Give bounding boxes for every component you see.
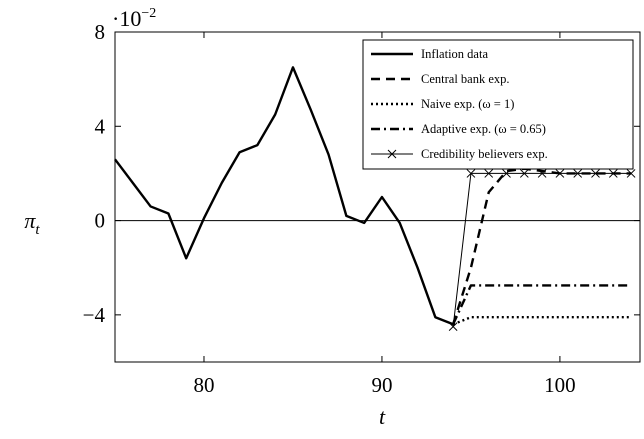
data-line — [452, 316, 632, 326]
legend-box — [362, 39, 634, 170]
y-tick-label: −4 — [83, 303, 106, 327]
legend-label: Naive exp. (ω = 1) — [421, 97, 514, 111]
y-tick-label: 4 — [95, 114, 106, 138]
x-tick-label: 100 — [544, 373, 576, 397]
marker — [555, 169, 565, 178]
marker — [466, 169, 476, 178]
y-scale-base: ·10 — [112, 6, 141, 31]
marker — [573, 169, 583, 178]
y-axis-label: πt — [24, 208, 40, 238]
x-tick-label: 90 — [371, 373, 392, 397]
marker — [537, 169, 547, 178]
data-line — [452, 172, 632, 327]
marker — [626, 169, 636, 178]
y-tick-label: 0 — [95, 209, 106, 233]
legend-label: Central bank exp. — [421, 72, 510, 86]
legend-label: Adaptive exp. (ω = 0.65) — [421, 122, 546, 136]
plot-frame — [114, 31, 641, 363]
data-line — [114, 66, 454, 326]
y-tick-label: 8 — [95, 20, 106, 44]
legend-label: Inflation data — [421, 47, 488, 61]
marker — [448, 322, 458, 331]
y-scale-label: ·10−2 — [112, 6, 156, 31]
y-label-subscript: t — [35, 222, 40, 238]
marker — [519, 169, 529, 178]
x-axis-label: t — [379, 404, 386, 429]
data-line — [451, 167, 632, 325]
legend-marker — [387, 149, 397, 159]
marker — [608, 169, 618, 178]
marker — [502, 169, 511, 178]
y-scale-exponent: −2 — [141, 6, 156, 21]
marker — [484, 169, 494, 178]
marker — [591, 169, 600, 178]
x-tick-label: 80 — [193, 373, 214, 397]
legend-label: Credibility believers exp. — [421, 147, 548, 161]
y-label-symbol: π — [24, 208, 36, 233]
data-line — [452, 284, 632, 325]
